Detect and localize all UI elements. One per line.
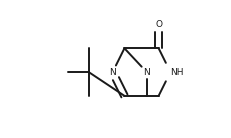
Text: N: N (143, 68, 149, 77)
Text: NH: NH (170, 68, 183, 77)
Text: O: O (155, 20, 161, 29)
Text: N: N (109, 68, 116, 77)
